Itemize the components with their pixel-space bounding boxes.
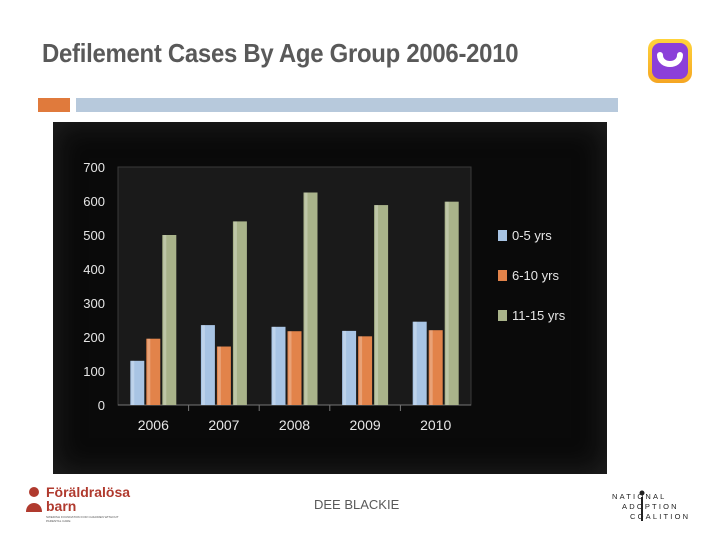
bar — [146, 338, 161, 405]
bar — [412, 321, 427, 405]
heart-logo-icon — [647, 38, 693, 84]
y-tick-label: 300 — [83, 296, 105, 311]
y-tick-label: 600 — [83, 194, 105, 209]
figure-icon — [639, 490, 645, 521]
slide-title: Defilement Cases By Age Group 2006-2010 — [42, 38, 519, 68]
logo-subtitle: SWEDISH FOUNDATION FOR CHILDREN WITHOUT … — [46, 515, 119, 523]
bar — [200, 325, 215, 405]
bar-highlight — [375, 205, 379, 405]
bars — [130, 192, 459, 405]
legend-swatch — [498, 230, 507, 241]
bar — [428, 330, 443, 405]
foraldralosa-barn-logo: Föräldralösa barn SWEDISH FOUNDATION FOR… — [24, 484, 134, 524]
y-tick-label: 200 — [83, 330, 105, 345]
y-tick-label: 400 — [83, 262, 105, 277]
bar — [374, 205, 389, 405]
bar — [162, 235, 177, 405]
bar-highlight — [217, 346, 221, 405]
national-adoption-coalition-logo: NATIONAL ADOPTION COALITION — [608, 490, 693, 522]
logo-line-2: barn — [46, 498, 77, 514]
bar — [216, 346, 231, 405]
logo-word-adoption: ADOPTION — [622, 502, 679, 511]
bar — [271, 326, 286, 405]
bar — [342, 330, 357, 405]
bar — [358, 336, 373, 405]
bar — [130, 360, 145, 405]
bar-highlight — [163, 235, 167, 405]
child-figure-icon — [26, 487, 42, 512]
bar-highlight — [233, 221, 237, 405]
x-tick-label: 2010 — [420, 417, 451, 433]
bar — [444, 201, 459, 405]
legend: 0-5 yrs 6-10 yrs 11-15 yrs — [498, 228, 566, 323]
bar-highlight — [288, 331, 292, 405]
bar — [232, 221, 247, 405]
legend-label: 11-15 yrs — [512, 308, 566, 323]
bar-highlight — [359, 336, 363, 405]
title-accent-bar — [76, 98, 618, 112]
x-tick-label: 2008 — [279, 417, 310, 433]
footer-author: DEE BLACKIE — [314, 497, 400, 512]
y-axis: 0 100 200 300 400 500 600 700 — [83, 160, 105, 413]
bar-highlight — [445, 201, 449, 405]
logo-word-coalition: COALITION — [630, 512, 691, 521]
bar-highlight — [413, 321, 417, 405]
y-tick-label: 100 — [83, 364, 105, 379]
title-accent-orange — [38, 98, 70, 112]
bar — [287, 331, 302, 405]
x-tick-label: 2006 — [138, 417, 169, 433]
y-tick-label: 700 — [83, 160, 105, 175]
legend-swatch — [498, 310, 507, 321]
y-tick-label: 0 — [98, 398, 105, 413]
y-tick-label: 500 — [83, 228, 105, 243]
legend-swatch — [498, 270, 507, 281]
logo-word-national: NATIONAL — [612, 492, 667, 501]
bar-highlight — [429, 330, 433, 405]
logo-line-1: Föräldralösa — [46, 484, 131, 500]
bar-highlight — [272, 326, 276, 405]
legend-label: 6-10 yrs — [512, 268, 559, 283]
x-tick-label: 2007 — [208, 417, 239, 433]
x-axis: 2006 2007 2008 2009 2010 — [118, 404, 471, 433]
bar-highlight — [201, 325, 205, 405]
bar-highlight — [343, 330, 347, 405]
bar-highlight — [147, 338, 151, 405]
bar-highlight — [131, 360, 135, 405]
legend-label: 0-5 yrs — [512, 228, 552, 243]
bar-highlight — [304, 192, 308, 405]
chart-panel: 0 100 200 300 400 500 600 700 2006 2007 2008 2009 2… — [53, 122, 607, 474]
bar — [303, 192, 318, 405]
x-tick-label: 2009 — [350, 417, 381, 433]
